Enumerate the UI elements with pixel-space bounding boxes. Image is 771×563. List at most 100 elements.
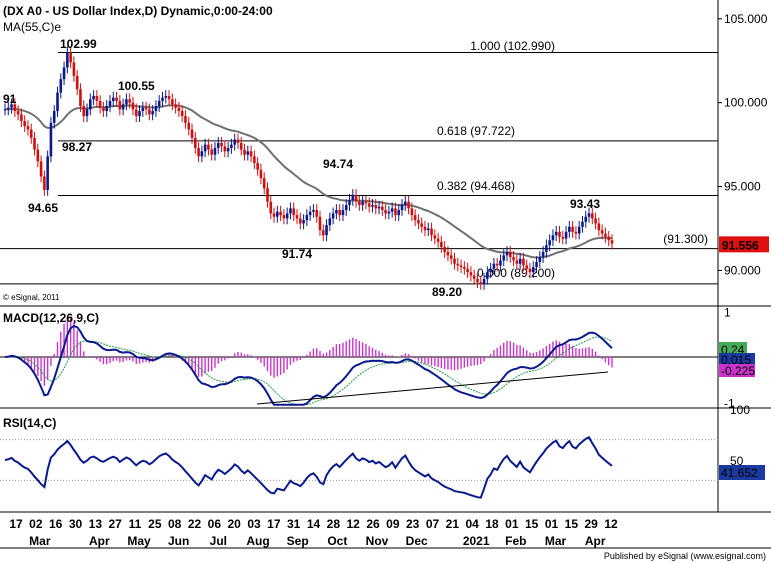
x-axis-day-label: 16	[49, 517, 63, 531]
candle-body	[243, 149, 246, 155]
x-axis-day-label: 04	[465, 517, 479, 531]
x-axis-day-label: 09	[386, 517, 400, 531]
candle-body	[62, 67, 66, 80]
candle-body	[430, 228, 433, 236]
candle-body	[558, 231, 561, 237]
candle-body	[325, 225, 328, 236]
candle-body	[203, 144, 207, 152]
candle-body	[390, 208, 394, 212]
x-axis-day-label: 23	[406, 517, 420, 531]
candle-body	[508, 251, 512, 258]
candle-body	[39, 161, 43, 177]
candle-body	[52, 111, 56, 123]
candle-body	[13, 104, 17, 112]
candle-body	[469, 272, 473, 276]
candle-body	[459, 265, 463, 268]
x-axis-month-label: Sep	[287, 534, 309, 548]
rsi-axis-label: 100	[730, 403, 750, 417]
last-price-value: 91.556	[722, 238, 759, 252]
candle-body	[134, 109, 138, 117]
candle-body	[3, 109, 7, 111]
candle-body	[190, 129, 194, 138]
candle-body	[171, 99, 174, 105]
candle-body	[466, 268, 469, 273]
candle-body	[157, 100, 161, 107]
candle-body	[453, 258, 456, 264]
signal-value: 0.015	[721, 353, 751, 367]
candle-body	[400, 205, 404, 211]
candle-body	[210, 149, 214, 155]
price-annotation: 98.27	[62, 140, 92, 154]
candle-body	[443, 246, 446, 252]
candle-body	[253, 156, 256, 164]
x-axis-day-label: 01	[505, 517, 519, 531]
candle-body	[610, 240, 614, 244]
candle-body	[449, 255, 453, 259]
candle-body	[505, 251, 509, 256]
candle-body	[407, 201, 410, 209]
candle-body	[436, 238, 440, 242]
candle-body	[16, 111, 20, 115]
candle-body	[584, 216, 588, 222]
price-annotation: 91	[3, 92, 17, 106]
candle-body	[512, 257, 515, 261]
candle-body	[282, 215, 286, 219]
candle-body	[276, 211, 279, 217]
y-axis-label: 105.000	[724, 12, 768, 26]
fib-label: 0.618 (97.722)	[437, 124, 515, 138]
candle-body	[216, 142, 220, 148]
candle-body	[394, 208, 397, 216]
candle-body	[361, 201, 364, 206]
candle-body	[75, 75, 79, 90]
price-annotation: 102.99	[60, 37, 97, 51]
candle-body	[397, 210, 401, 216]
candle-body	[292, 208, 296, 216]
candle-body	[561, 236, 565, 239]
candle-body	[515, 260, 519, 264]
x-axis-month-label: Jun	[168, 534, 189, 548]
candle-body	[426, 228, 430, 231]
candle-body	[59, 79, 63, 93]
last-price-badge	[719, 236, 769, 253]
candle-body	[29, 129, 33, 138]
candle-body	[161, 97, 164, 101]
candle-body	[226, 147, 230, 152]
candle-body	[111, 97, 115, 101]
x-axis-day-label: 17	[267, 517, 281, 531]
candle-body	[577, 226, 581, 234]
candle-body	[354, 194, 358, 202]
moving-average-label: MA(55,C)e	[3, 20, 61, 34]
fib-label: (91.300)	[663, 232, 708, 246]
x-axis-day-label: 31	[287, 517, 301, 531]
candle-body	[341, 210, 345, 216]
candle-body	[384, 210, 387, 214]
candle-body	[118, 100, 122, 110]
candle-body	[289, 208, 292, 214]
candle-body	[604, 233, 607, 237]
fib-label: 0.382 (94.468)	[437, 179, 515, 193]
candle-body	[486, 272, 489, 279]
candle-body	[236, 139, 240, 143]
candle-body	[420, 223, 423, 227]
candle-body	[564, 231, 568, 239]
candle-body	[538, 257, 542, 263]
candle-body	[272, 213, 276, 217]
candle-body	[167, 95, 171, 100]
candle-body	[285, 213, 289, 219]
candle-body	[295, 215, 299, 219]
x-axis-day-label: 27	[108, 517, 122, 531]
candle-body	[180, 111, 184, 117]
y-axis-label: 100.000	[724, 96, 768, 110]
candle-body	[102, 107, 105, 112]
candle-body	[502, 255, 506, 261]
macd-axis-label: 1	[724, 306, 731, 320]
candle-body	[269, 201, 273, 214]
rsi-line	[4, 435, 613, 499]
price-annotation: 94.65	[28, 201, 58, 215]
candle-body	[239, 142, 243, 150]
candle-body	[525, 265, 528, 269]
candle-body	[6, 107, 10, 110]
price-annotation: 93.43	[570, 197, 600, 211]
candle-body	[194, 137, 197, 148]
candle-body	[338, 210, 341, 216]
